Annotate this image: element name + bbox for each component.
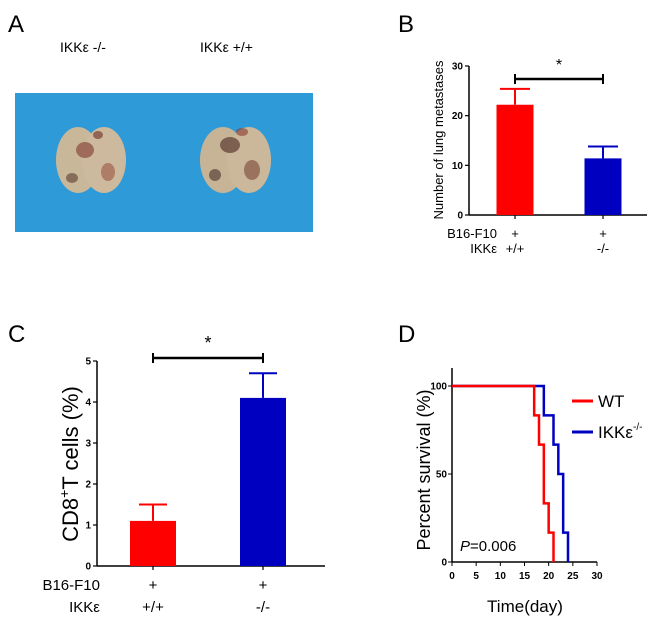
row1-value: + bbox=[599, 226, 607, 241]
row2-value: +/+ bbox=[142, 599, 164, 616]
x-tick-label: 20 bbox=[543, 571, 555, 582]
x-tick-label: 30 bbox=[591, 571, 603, 582]
row2-value: +/+ bbox=[506, 241, 525, 256]
survival-curve-wt bbox=[452, 384, 555, 562]
survival-curve-ko bbox=[452, 384, 570, 562]
y-tick-label: 0 bbox=[457, 211, 463, 222]
row-label-b16f10: B16-F10 bbox=[447, 226, 497, 241]
panel-d-chart: 0 50 100 0 5 10 15 20 25 30 Time(day) Percent survi… bbox=[414, 368, 642, 616]
panel-letter-b: B bbox=[398, 11, 414, 38]
panel-a-photo: IKKε -/- IKKε +/+ bbox=[15, 39, 313, 232]
panel-c-chart: 0 1 2 3 4 5 + +/+ + -/- B16-F10 IKKε * CD8+T cells (%… bbox=[42, 333, 325, 616]
row-label-ikke: IKKε bbox=[470, 241, 497, 256]
label-ikk-ko: IKKε -/- bbox=[60, 39, 106, 55]
x-axis-label: Time(day) bbox=[487, 597, 563, 616]
y-tick-label: 10 bbox=[452, 161, 464, 172]
row2-value: -/- bbox=[597, 241, 609, 256]
bar--/- bbox=[240, 397, 286, 566]
significance-star: * bbox=[204, 333, 211, 353]
p-value-annotation: P=0.006 bbox=[460, 538, 516, 555]
y-tick-label: 30 bbox=[452, 62, 464, 73]
y-tick-label: 20 bbox=[452, 111, 464, 122]
panel-letter-a: A bbox=[8, 11, 24, 38]
row-label-b16f10: B16-F10 bbox=[42, 577, 100, 594]
significance-star: * bbox=[556, 57, 562, 74]
bar-+/+ bbox=[496, 104, 534, 215]
y-tick-label: 4 bbox=[85, 398, 91, 409]
y-axis-label: Percent survival (%) bbox=[414, 389, 434, 550]
y-tick-label: 2 bbox=[85, 480, 91, 491]
y-axis-label: Number of lung metastases bbox=[431, 60, 446, 219]
x-tick-label: 10 bbox=[495, 571, 507, 582]
row1-value: + bbox=[259, 577, 268, 594]
legend-label-ko: IKKε-/- bbox=[598, 422, 642, 442]
bar--/- bbox=[584, 158, 622, 215]
x-tick-label: 0 bbox=[449, 571, 455, 582]
lung-ko bbox=[56, 127, 126, 193]
bar-+/+ bbox=[130, 520, 176, 566]
x-tick-label: 25 bbox=[567, 571, 579, 582]
x-tick-label: 5 bbox=[473, 571, 479, 582]
y-tick-label: 3 bbox=[85, 439, 91, 450]
y-tick-label: 100 bbox=[430, 382, 447, 393]
legend-label-wt: WT bbox=[598, 392, 624, 411]
y-tick-label: 1 bbox=[85, 521, 91, 532]
row-label-ikke: IKKε bbox=[69, 599, 100, 616]
y-axis-label: CD8+T cells (%) bbox=[56, 386, 83, 542]
y-tick-label: 0 bbox=[85, 562, 91, 573]
x-tick-label: 15 bbox=[519, 571, 531, 582]
y-tick-label: 5 bbox=[85, 357, 91, 368]
row1-value: + bbox=[511, 226, 519, 241]
row2-value: -/- bbox=[256, 599, 270, 616]
panel-letter-c: C bbox=[8, 321, 25, 348]
panel-letter-d: D bbox=[398, 321, 415, 348]
y-tick-label: 0 bbox=[441, 558, 447, 569]
y-tick-label: 50 bbox=[436, 470, 448, 481]
label-ikk-wt: IKKε +/+ bbox=[200, 39, 253, 55]
row1-value: + bbox=[149, 577, 158, 594]
lung-wt bbox=[200, 127, 271, 193]
